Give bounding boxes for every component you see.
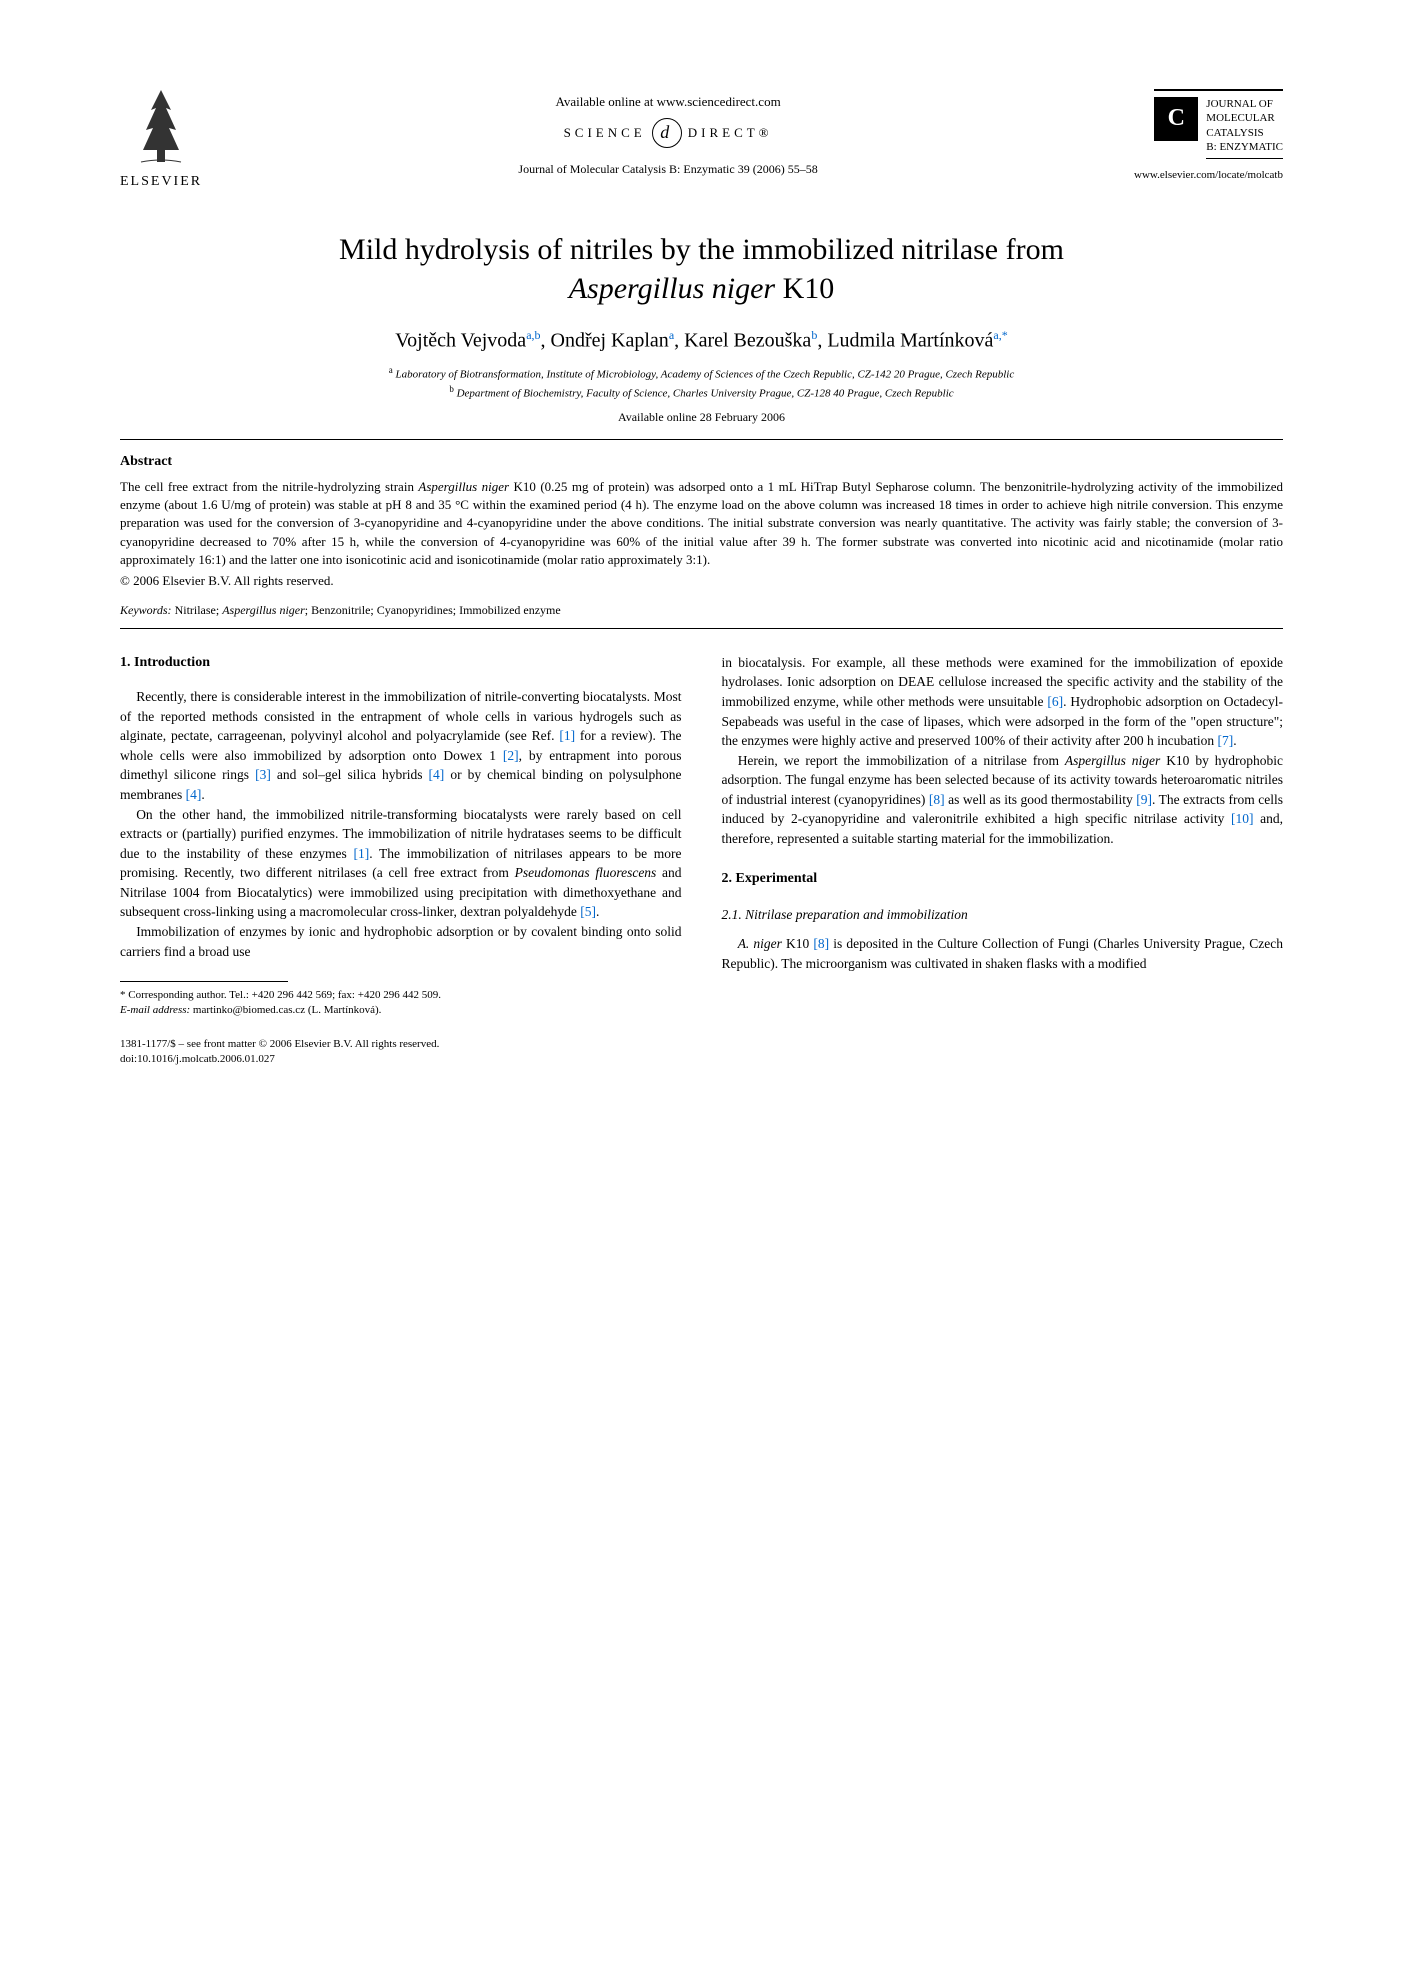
footer-doi: doi:10.1016/j.molcatb.2006.01.027: [120, 1052, 682, 1067]
ref-link-2[interactable]: [2]: [503, 748, 519, 763]
available-online-text: Available online at www.sciencedirect.co…: [202, 94, 1134, 110]
body-columns: 1. Introduction Recently, there is consi…: [120, 653, 1283, 1068]
keywords-label: Keywords:: [120, 603, 172, 617]
ref-link-8b[interactable]: [8]: [813, 936, 829, 951]
author-1: Vojtěch Vejvoda: [395, 330, 526, 352]
ref-link-1[interactable]: [1]: [559, 728, 575, 743]
author-3: Karel Bezouška: [684, 330, 811, 352]
sciencedirect-d-icon: d: [652, 118, 682, 148]
copyright-line: © 2006 Elsevier B.V. All rights reserved…: [120, 573, 1283, 589]
intro-heading: 1. Introduction: [120, 653, 682, 673]
left-column: 1. Introduction Recently, there is consi…: [120, 653, 682, 1068]
col2-p2: Herein, we report the immobilization of …: [722, 751, 1284, 849]
journal-c-icon: C: [1154, 97, 1198, 141]
right-column: in biocatalysis. For example, all these …: [722, 653, 1284, 1068]
ref-link-7[interactable]: [7]: [1217, 733, 1233, 748]
ref-link-5[interactable]: [5]: [580, 904, 596, 919]
ref-link-1b[interactable]: [1]: [353, 846, 369, 861]
journal-logo-block: C JOURNAL OF MOLECULAR CATALYSIS B: ENZY…: [1134, 89, 1283, 181]
intro-p1: Recently, there is considerable interest…: [120, 687, 682, 804]
intro-p2: On the other hand, the immobilized nitri…: [120, 805, 682, 922]
rule-bottom: [120, 628, 1283, 629]
col2-p1: in biocatalysis. For example, all these …: [722, 653, 1284, 751]
available-date: Available online 28 February 2006: [120, 410, 1283, 425]
rule-top: [120, 439, 1283, 440]
footer-issn: 1381-1177/$ – see front matter © 2006 El…: [120, 1037, 682, 1052]
journal-reference: Journal of Molecular Catalysis B: Enzyma…: [202, 162, 1134, 177]
keywords-line: Keywords: Nitrilase; Aspergillus niger; …: [120, 603, 1283, 618]
ref-link-10[interactable]: [10]: [1231, 811, 1254, 826]
ref-link-4[interactable]: [4]: [429, 767, 445, 782]
ref-link-9[interactable]: [9]: [1136, 792, 1152, 807]
intro-p3: Immobilization of enzymes by ionic and h…: [120, 922, 682, 961]
author-2: Ondřej Kaplan: [551, 330, 669, 352]
article-title: Mild hydrolysis of nitriles by the immob…: [120, 230, 1283, 308]
ref-link-3[interactable]: [3]: [255, 767, 271, 782]
abstract-text: The cell free extract from the nitrile-h…: [120, 478, 1283, 569]
footnote-rule: [120, 981, 288, 982]
elsevier-tree-icon: [121, 80, 201, 170]
abstract-heading: Abstract: [120, 454, 1283, 470]
affiliation-b: b Department of Biochemistry, Faculty of…: [120, 384, 1283, 400]
author-4: Ludmila Martínková: [827, 330, 993, 352]
sciencedirect-left: SCIENCE: [564, 125, 646, 141]
ref-link-6[interactable]: [6]: [1047, 694, 1063, 709]
ref-link-4b[interactable]: [4]: [186, 787, 202, 802]
center-header: Available online at www.sciencedirect.co…: [202, 94, 1134, 177]
ref-link-8[interactable]: [8]: [929, 792, 945, 807]
journal-url: www.elsevier.com/locate/molcatb: [1134, 169, 1283, 181]
experimental-subheading: 2.1. Nitrilase preparation and immobiliz…: [722, 905, 1284, 925]
page-header: ELSEVIER Available online at www.science…: [120, 80, 1283, 190]
authors-line: Vojtěch Vejvodaa,b, Ondřej Kaplana, Kare…: [120, 328, 1283, 353]
sciencedirect-right: DIRECT®: [688, 125, 773, 141]
elsevier-label: ELSEVIER: [120, 174, 202, 190]
elsevier-logo: ELSEVIER: [120, 80, 202, 190]
footnote-email: E-mail address: martinko@biomed.cas.cz (…: [120, 1003, 682, 1018]
footnote-corresponding: * Corresponding author. Tel.: +420 296 4…: [120, 988, 682, 1003]
journal-name: JOURNAL OF MOLECULAR CATALYSIS B: ENZYMA…: [1206, 97, 1283, 159]
experimental-heading: 2. Experimental: [722, 869, 1284, 889]
exp-p1: A. niger K10 [8] is deposited in the Cul…: [722, 934, 1284, 973]
sciencedirect-logo: SCIENCE d DIRECT®: [202, 118, 1134, 148]
affiliation-a: a Laboratory of Biotransformation, Insti…: [120, 365, 1283, 381]
journal-badge: C JOURNAL OF MOLECULAR CATALYSIS B: ENZY…: [1154, 89, 1283, 159]
